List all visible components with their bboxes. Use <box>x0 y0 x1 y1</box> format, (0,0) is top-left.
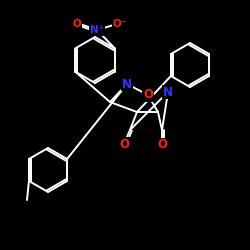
Text: N⁺: N⁺ <box>90 25 104 35</box>
Text: O: O <box>119 138 129 150</box>
Text: O: O <box>72 19 82 29</box>
Text: N: N <box>122 78 132 90</box>
Text: N: N <box>163 86 173 98</box>
Text: O⁻: O⁻ <box>113 19 127 29</box>
Text: O: O <box>143 88 153 102</box>
Text: O: O <box>157 138 167 151</box>
